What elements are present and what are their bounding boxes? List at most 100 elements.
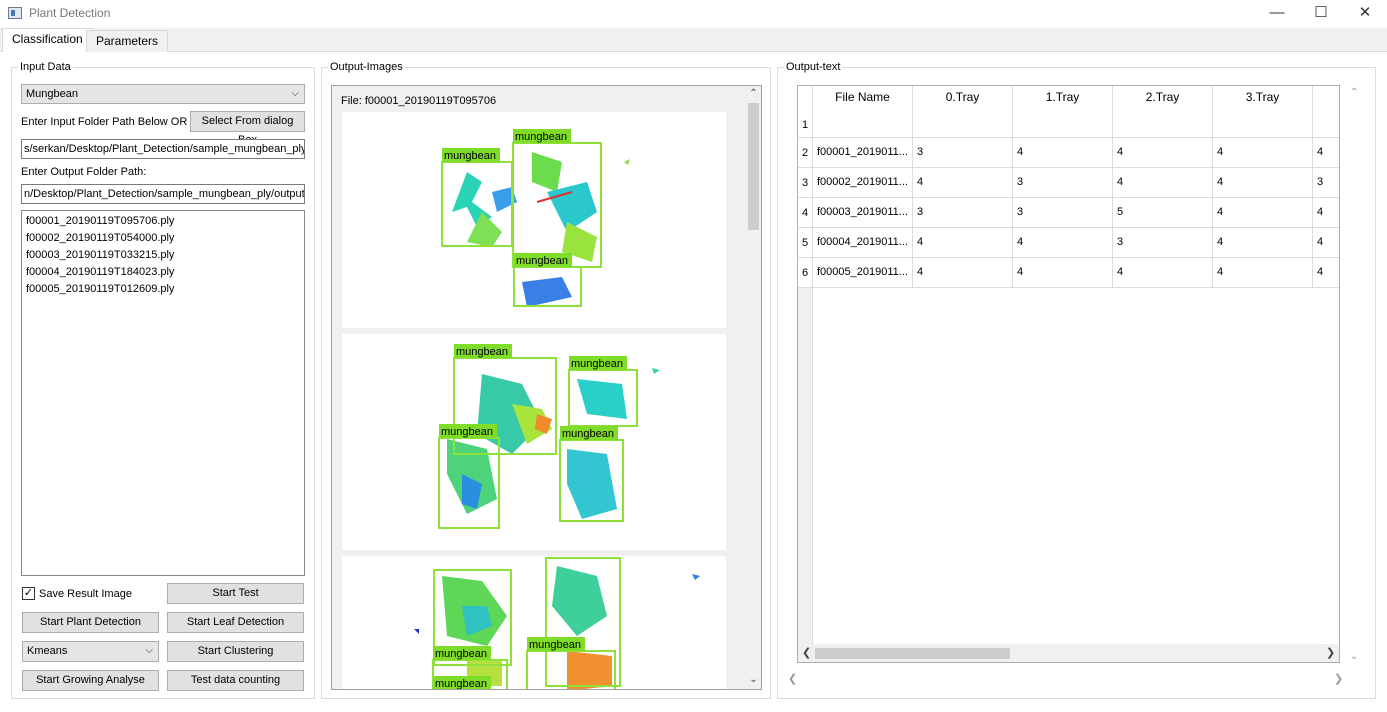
scroll-thumb[interactable]	[748, 103, 759, 230]
box-label: mungbean	[562, 428, 614, 440]
scroll-left-icon[interactable]: ❮	[802, 647, 812, 659]
column-header-tray-4[interactable]	[1313, 86, 1339, 138]
cell-tray[interactable]: 4	[1313, 138, 1339, 168]
row-header[interactable]: 1	[798, 112, 813, 138]
classification-page: Input Data Mungbean ⌵ Enter Input Folder…	[0, 52, 1387, 712]
minimize-button[interactable]: —	[1269, 4, 1285, 21]
file-list[interactable]: f00001_20190119T095706.ply f00002_201901…	[21, 210, 305, 576]
list-item[interactable]: f00001_20190119T095706.ply	[26, 215, 175, 227]
cell-tray[interactable]: 4	[1013, 138, 1113, 168]
outer-vertical-scrollbar[interactable]: ⌃ ⌄	[1348, 85, 1362, 665]
cell-tray[interactable]: 3	[913, 138, 1013, 168]
scroll-down-icon[interactable]: ⌄	[749, 674, 758, 685]
cell-file-name[interactable]: f00002_2019011...	[813, 168, 913, 198]
cell-tray[interactable]: 4	[1213, 198, 1313, 228]
cell-tray[interactable]: 3	[1013, 168, 1113, 198]
row-header[interactable]: 6	[798, 258, 813, 288]
cell-tray[interactable]: 4	[1113, 138, 1213, 168]
table-horizontal-scrollbar[interactable]: ❮ ❯	[798, 644, 1339, 662]
cell-tray[interactable]: 4	[1113, 258, 1213, 288]
list-item[interactable]: f00003_20190119T033215.ply	[26, 249, 175, 261]
cell-file-name[interactable]: f00003_2019011...	[813, 198, 913, 228]
column-header-tray-0[interactable]: 0.Tray	[913, 86, 1013, 138]
row-header[interactable]: 2	[798, 138, 813, 168]
box-label: mungbean	[435, 648, 487, 660]
cluster-method-dropdown[interactable]: Kmeans ⌵	[22, 641, 159, 662]
cell-tray[interactable]: 4	[913, 228, 1013, 258]
cell-tray[interactable]: 4	[913, 168, 1013, 198]
cell-tray[interactable]: 4	[1213, 258, 1313, 288]
close-button[interactable]: ✕	[1358, 4, 1372, 21]
image-vertical-scrollbar[interactable]: ⌃ ⌄	[745, 86, 761, 689]
scroll-up-icon[interactable]: ⌃	[1350, 87, 1359, 98]
plant-type-dropdown[interactable]: Mungbean ⌵	[21, 84, 305, 104]
row-header[interactable]: 4	[798, 198, 813, 228]
tab-bar: Classification Parameters	[0, 28, 1387, 53]
box-label: mungbean	[456, 346, 508, 358]
column-header-tray-2[interactable]: 2.Tray	[1113, 86, 1213, 138]
plant-detection-image: mungbean mungbean mungbean	[441, 129, 630, 307]
cell-tray[interactable]: 4	[1113, 168, 1213, 198]
cell-tray[interactable]: 4	[1313, 228, 1339, 258]
plant-detection-image: mungbean mungbean mungbean mungbean	[438, 344, 660, 529]
start-plant-detection-button[interactable]: Start Plant Detection	[22, 612, 159, 633]
output-folder-field[interactable]: n/Desktop/Plant_Detection/sample_mungbea…	[21, 184, 305, 204]
start-leaf-detection-button[interactable]: Start Leaf Detection	[167, 612, 304, 633]
input-folder-field[interactable]: s/serkan/Desktop/Plant_Detection/sample_…	[21, 139, 305, 159]
chevron-down-icon: ⌵	[145, 645, 153, 656]
cell-tray[interactable]: 4	[1013, 228, 1113, 258]
list-item[interactable]: f00004_20190119T184023.ply	[26, 266, 175, 278]
scroll-up-icon[interactable]: ⌃	[749, 88, 758, 99]
save-result-checkbox[interactable]: ✓	[22, 587, 35, 600]
cell-file-name[interactable]: f00004_2019011...	[813, 228, 913, 258]
image-scroll-area[interactable]: File: f00001_20190119T095706	[331, 85, 762, 690]
start-test-button[interactable]: Start Test	[167, 583, 304, 604]
column-header-tray-3[interactable]: 3.Tray	[1213, 86, 1313, 138]
input-data-group: Input Data Mungbean ⌵ Enter Input Folder…	[11, 60, 315, 699]
cell-file-name[interactable]: f00005_2019011...	[813, 258, 913, 288]
scroll-down-icon[interactable]: ⌄	[1350, 651, 1359, 662]
start-clustering-button[interactable]: Start Clustering	[167, 641, 304, 662]
row-header-filler	[798, 288, 813, 644]
box-label: mungbean	[529, 639, 581, 651]
row-header[interactable]: 3	[798, 168, 813, 198]
column-header-file-name[interactable]: File Name	[813, 86, 913, 138]
cell-tray[interactable]: 3	[1313, 168, 1339, 198]
list-item[interactable]: f00002_20190119T054000.ply	[26, 232, 175, 244]
cell-tray[interactable]: 4	[1013, 258, 1113, 288]
box-label: mungbean	[516, 255, 568, 267]
cell-tray[interactable]: 3	[1013, 198, 1113, 228]
select-dialog-button[interactable]: Select From dialog Box	[190, 111, 305, 146]
row-header[interactable]: 5	[798, 228, 813, 258]
output-images-title: Output-Images	[328, 60, 405, 74]
cell-tray[interactable]: 4	[913, 258, 1013, 288]
scroll-thumb[interactable]	[815, 648, 1010, 659]
output-images-group: Output-Images File: f00001_20190119T0957…	[321, 60, 771, 699]
maximize-button[interactable]: ☐	[1314, 4, 1328, 21]
scroll-right-icon[interactable]: ❯	[1326, 647, 1336, 659]
tab-classification[interactable]: Classification	[2, 28, 93, 53]
scroll-right-icon[interactable]: ❯	[1334, 673, 1344, 685]
result-image-2: mungbean mungbean mungbean mungbean	[342, 334, 726, 550]
output-text-title: Output-text	[784, 60, 843, 74]
start-growing-button[interactable]: Start Growing Analyse	[22, 670, 159, 691]
cell-file-name[interactable]: f00001_2019011...	[813, 138, 913, 168]
list-item[interactable]: f00005_20190119T012609.ply	[26, 283, 175, 295]
cell-tray[interactable]: 5	[1113, 198, 1213, 228]
tab-parameters[interactable]: Parameters	[86, 30, 169, 52]
cell-tray[interactable]: 4	[1313, 258, 1339, 288]
cell-tray[interactable]: 4	[1213, 228, 1313, 258]
scroll-left-icon[interactable]: ❮	[788, 673, 798, 685]
cell-tray[interactable]: 3	[913, 198, 1013, 228]
outer-horizontal-scrollbar[interactable]: ❮ ❯	[786, 672, 1346, 686]
test-counting-button[interactable]: Test data counting	[167, 670, 304, 691]
cell-tray[interactable]: 4	[1313, 198, 1339, 228]
cell-tray[interactable]: 4	[1213, 138, 1313, 168]
output-path-label: Enter Output Folder Path:	[21, 166, 147, 178]
cluster-method-value: Kmeans	[27, 645, 68, 657]
cell-tray[interactable]: 3	[1113, 228, 1213, 258]
results-table[interactable]: File Name 0.Tray 1.Tray 2.Tray 3.Tray 1 …	[797, 85, 1340, 663]
cell-tray[interactable]: 4	[1213, 168, 1313, 198]
column-header-tray-1[interactable]: 1.Tray	[1013, 86, 1113, 138]
box-label: mungbean	[571, 358, 623, 370]
